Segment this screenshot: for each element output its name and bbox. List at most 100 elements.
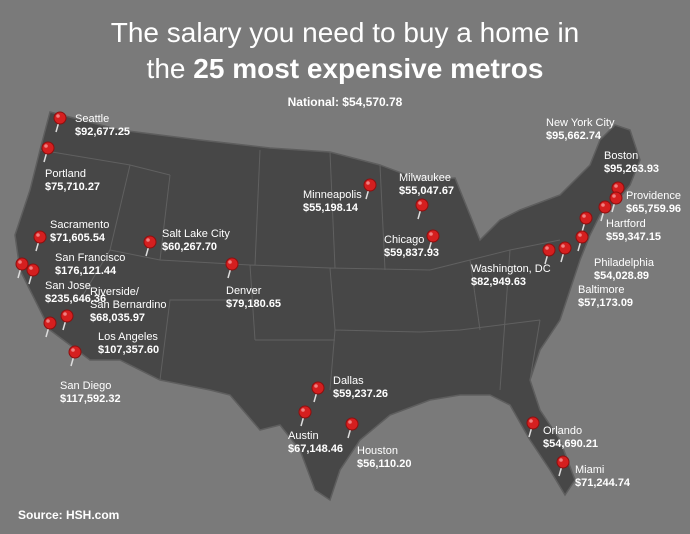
pin-head bbox=[345, 417, 359, 431]
city-name: Salt Lake City bbox=[162, 228, 230, 240]
pin-shine bbox=[578, 233, 582, 237]
city-name: Houston bbox=[357, 445, 398, 457]
city-name-part: Riverside/ bbox=[90, 286, 140, 298]
city-salary: $71,244.74 bbox=[575, 477, 631, 489]
city-salary: $79,180.65 bbox=[226, 298, 281, 310]
pin-shine bbox=[545, 246, 549, 250]
source: Source: HSH.com bbox=[18, 508, 119, 522]
city-name: Providence bbox=[626, 190, 681, 202]
pins: Seattle$92,677.25 Portland$75,710.27 Sacra… bbox=[15, 111, 681, 489]
pin-shine bbox=[56, 114, 60, 118]
city-salary: $55,198.14 bbox=[303, 202, 359, 214]
city-name: Chicago bbox=[384, 234, 424, 246]
pin-head bbox=[415, 198, 429, 212]
pin-head bbox=[579, 211, 593, 225]
city-name: Boston bbox=[604, 150, 638, 162]
city-name: San Francisco bbox=[55, 252, 125, 264]
pin-shine bbox=[582, 214, 586, 218]
pin-head bbox=[60, 309, 74, 323]
city-salary: $75,710.27 bbox=[45, 181, 100, 193]
city-salary: $117,592.32 bbox=[60, 393, 121, 405]
city-name: Miami bbox=[575, 464, 604, 476]
pin-shine bbox=[63, 312, 67, 316]
city-salary: $107,357.60 bbox=[98, 344, 159, 356]
city-name: New York City bbox=[546, 117, 615, 129]
pin-head bbox=[556, 455, 570, 469]
city-name: Milwaukee bbox=[399, 172, 451, 184]
city-name: Baltimore bbox=[578, 284, 624, 296]
pin-shine bbox=[612, 194, 616, 198]
title-lead: the bbox=[147, 53, 186, 84]
city-name: Portland bbox=[45, 168, 86, 180]
pin-head bbox=[526, 416, 540, 430]
city-name: San Diego bbox=[60, 380, 111, 392]
pin-shine bbox=[429, 232, 433, 236]
pin-head bbox=[558, 241, 572, 255]
title-bold: 25 most expensive metros bbox=[193, 53, 543, 84]
city-salary: $54,690.21 bbox=[543, 438, 598, 450]
pin-shine bbox=[146, 238, 150, 242]
title-line1: The salary you need to buy a home in bbox=[111, 17, 580, 48]
state-lines bbox=[39, 149, 561, 391]
city-name: Sacramento bbox=[50, 219, 109, 231]
pin-shine bbox=[46, 319, 50, 323]
pin-shine bbox=[561, 244, 565, 248]
city-salary: $55,047.67 bbox=[399, 185, 454, 197]
pin-shine bbox=[348, 420, 352, 424]
pin-shine bbox=[71, 348, 75, 352]
city-name: Minneapolis bbox=[303, 189, 362, 201]
city-name: Denver bbox=[226, 285, 262, 297]
city-salary: $59,837.93 bbox=[384, 247, 439, 259]
city-salary: $176,121.44 bbox=[55, 265, 117, 277]
city-salary: $67,148.46 bbox=[288, 443, 343, 455]
pin-head bbox=[41, 141, 55, 155]
pin-head bbox=[363, 178, 377, 192]
pin-head bbox=[311, 381, 325, 395]
pin-head bbox=[575, 230, 589, 244]
pin-shine bbox=[18, 260, 22, 264]
city-salary: $68,035.97 bbox=[90, 312, 145, 324]
pin-shine bbox=[529, 419, 533, 423]
city-name: San Jose bbox=[45, 280, 91, 292]
city-name: Dallas bbox=[333, 375, 364, 387]
pin-shine bbox=[418, 201, 422, 205]
pin-head bbox=[542, 243, 556, 257]
pin-shine bbox=[559, 458, 563, 462]
city-name: Philadelphia bbox=[594, 257, 655, 269]
pin-head bbox=[225, 257, 239, 271]
pin-head bbox=[26, 263, 40, 277]
pin-shine bbox=[601, 203, 605, 207]
pin-head bbox=[43, 316, 57, 330]
pin-head bbox=[598, 200, 612, 214]
city-name: Los Angeles bbox=[98, 331, 158, 343]
city-salary: $54,028.89 bbox=[594, 270, 649, 282]
city-salary: $92,677.25 bbox=[75, 126, 130, 138]
pin-shine bbox=[314, 384, 318, 388]
city-salary: $57,173.09 bbox=[578, 297, 633, 309]
title-line2: the 25 most expensive metros bbox=[147, 53, 544, 84]
pin-head bbox=[33, 230, 47, 244]
city-salary: $65,759.96 bbox=[626, 203, 681, 215]
national: National: $54,570.78 bbox=[288, 95, 403, 109]
city-salary: $95,263.93 bbox=[604, 163, 659, 175]
pin-shine bbox=[614, 184, 618, 188]
pin-head bbox=[53, 111, 67, 125]
pin-shine bbox=[44, 144, 48, 148]
pin-shine bbox=[366, 181, 370, 185]
pin-shine bbox=[228, 260, 232, 264]
city-name: Washington, DC bbox=[471, 263, 551, 275]
city-salary: $235,646.36 bbox=[45, 293, 106, 305]
city-name: Orlando bbox=[543, 425, 582, 437]
city-name: Hartford bbox=[606, 218, 646, 230]
city-name: Riverside/San Bernardino bbox=[90, 286, 166, 311]
pin-head bbox=[298, 405, 312, 419]
city-name-part: San Bernardino bbox=[90, 299, 166, 311]
pin-head bbox=[15, 257, 29, 271]
city-salary: $56,110.20 bbox=[357, 458, 411, 470]
pin-head bbox=[609, 191, 623, 205]
city-salary: $59,347.15 bbox=[606, 231, 661, 243]
city-name: Seattle bbox=[75, 113, 109, 125]
city-salary: $71,605.54 bbox=[50, 232, 106, 244]
city-salary: $95,662.74 bbox=[546, 130, 602, 142]
